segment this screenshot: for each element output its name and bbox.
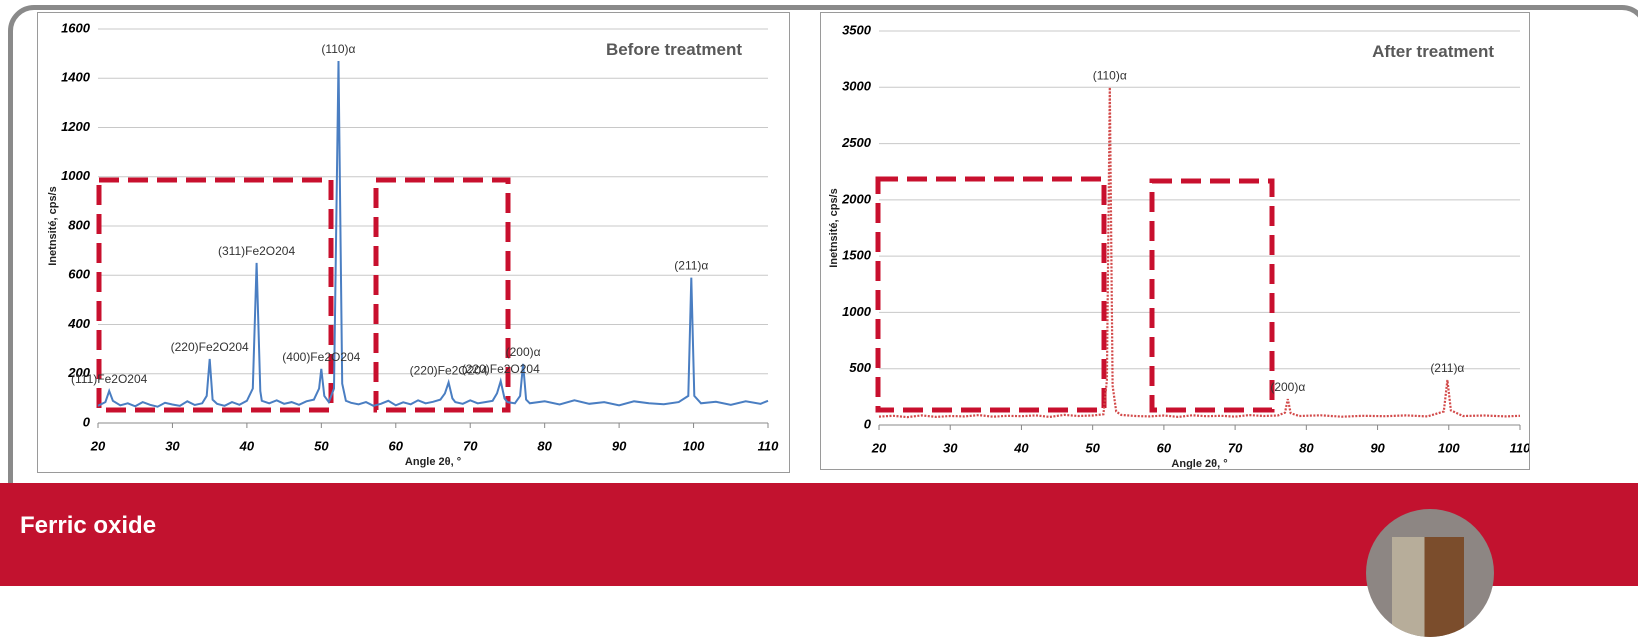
y-tick-label: 1400 [61, 70, 91, 85]
peak-label: (220)Fe2O204 [171, 340, 249, 354]
y-tick-label: 800 [68, 217, 90, 232]
x-tick-label: 50 [314, 438, 329, 453]
x-tick-label: 110 [758, 438, 779, 453]
peak-label: (220)Fe2O204 [462, 362, 540, 376]
data-line [879, 87, 1520, 417]
peak-label: (311)Fe2O204 [218, 244, 295, 258]
photo-sample [1392, 537, 1464, 637]
x-tick-label: 20 [90, 438, 106, 453]
x-axis-label: Angle 2θ, ° [405, 456, 461, 468]
highlight-box [878, 179, 1104, 410]
y-tick-label: 1600 [61, 20, 91, 35]
section-title: Ferric oxide [20, 512, 156, 540]
chart-title: Before treatment [606, 40, 742, 59]
peak-label: (111)Fe2O204 [71, 372, 148, 386]
peak-label: (211)α [1430, 361, 1464, 375]
y-tick-label: 1200 [61, 119, 91, 134]
y-tick-label: 2500 [841, 135, 872, 150]
footer-band: Ferric oxide [0, 483, 1638, 586]
y-tick-label: 400 [67, 316, 90, 331]
y-axis-label: Inetnsité, cps/s [47, 186, 59, 265]
peak-label: (110)α [1093, 68, 1127, 82]
x-tick-label: 100 [683, 438, 705, 453]
y-tick-label: 0 [864, 416, 872, 431]
chart-title: After treatment [1372, 42, 1494, 61]
x-tick-label: 100 [1438, 440, 1460, 455]
highlight-box [1152, 181, 1272, 410]
peak-label: (400)Fe2O204 [282, 350, 360, 364]
x-tick-label: 40 [1013, 440, 1029, 455]
peak-label: (200)α [506, 345, 541, 359]
x-tick-label: 30 [165, 438, 180, 453]
x-tick-label: 90 [612, 438, 627, 453]
x-tick-label: 40 [239, 438, 255, 453]
x-tick-label: 80 [537, 438, 552, 453]
y-tick-label: 500 [849, 360, 871, 375]
x-tick-label: 20 [871, 440, 887, 455]
peak-label: (200)α [1270, 380, 1305, 394]
x-tick-label: 50 [1085, 440, 1100, 455]
x-tick-label: 30 [943, 440, 958, 455]
x-tick-label: 80 [1299, 440, 1314, 455]
data-line [98, 61, 768, 407]
y-tick-label: 3500 [842, 22, 872, 37]
y-tick-label: 2000 [841, 191, 872, 206]
y-tick-label: 3000 [842, 79, 872, 94]
x-tick-label: 60 [389, 438, 404, 453]
y-tick-label: 1000 [61, 168, 91, 183]
x-tick-label: 90 [1370, 440, 1385, 455]
chart: 0 500 1000 1500 2000 2500 3000 3500 20 30 40 50 60 70… [820, 12, 1530, 470]
peak-label: (110)α [321, 42, 355, 56]
y-tick-label: 0 [83, 414, 91, 429]
y-tick-label: 1000 [842, 304, 872, 319]
y-tick-label: 600 [68, 267, 90, 282]
peak-label: (211)α [674, 259, 708, 273]
x-axis-label: Angle 2θ, ° [1171, 458, 1227, 470]
page: {"chart_data": [ {"type": "line", "title… [0, 0, 1638, 586]
y-tick-label: 1500 [842, 248, 872, 263]
photo [1366, 509, 1494, 637]
x-tick-label: 110 [1510, 440, 1530, 455]
x-tick-label: 70 [1228, 440, 1243, 455]
x-tick-label: 60 [1157, 440, 1172, 455]
y-axis-label: Inetnsité, cps/s [828, 188, 840, 267]
x-tick-label: 70 [463, 438, 478, 453]
